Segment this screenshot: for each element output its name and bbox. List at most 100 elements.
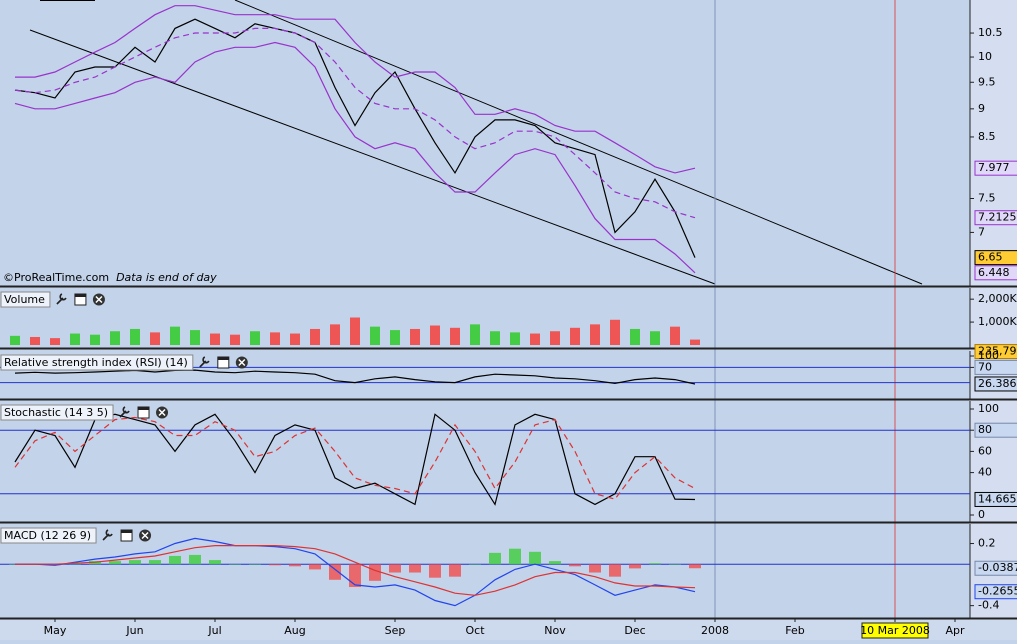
value-box [974, 491, 1017, 507]
histogram-bar [569, 564, 581, 567]
series-line [14, 369, 696, 385]
volume-bar [450, 327, 460, 345]
x-tick-label: Aug [284, 624, 305, 637]
histogram-bar [189, 554, 201, 565]
y-tick-label: 2,000K [978, 292, 1017, 305]
value-box [974, 265, 1017, 281]
y-tick-label: 60 [978, 444, 992, 457]
panel-title: Stochastic (14 3 5) [4, 406, 108, 419]
histogram-bar [349, 564, 361, 588]
histogram-bar [589, 564, 601, 573]
x-tick-label: Jul [207, 624, 221, 637]
close-icon-x [95, 295, 103, 304]
wrench-icon [119, 406, 130, 418]
panel-title: Volume [4, 293, 45, 306]
volume-bar [290, 333, 300, 345]
x-tick-label: Nov [544, 624, 566, 637]
x-tick-label: Dec [624, 624, 645, 637]
panel-title-bg [0, 527, 97, 544]
wrench-icon [102, 529, 113, 541]
series-line [15, 537, 696, 607]
y-tick-label: 9 [978, 102, 985, 115]
volume-bar [70, 333, 80, 345]
panel-title: Relative strength index (RSI) (14) [4, 356, 188, 369]
value-label: -0.2655 [978, 585, 1017, 598]
y-tick-label: 8.5 [978, 130, 996, 143]
volume-bar [270, 332, 280, 345]
panel-title-bg [0, 404, 114, 421]
window-icon-bar [74, 294, 86, 297]
volume-bar [10, 335, 20, 345]
value-label: 6.65 [978, 251, 1003, 264]
histogram-bar [629, 564, 641, 569]
window-icon-bar [138, 407, 150, 410]
x-tick-label: May [44, 624, 67, 637]
y-tick-label: -0.4 [978, 599, 999, 612]
histogram-bar [229, 564, 241, 565]
histogram-bar [309, 564, 321, 570]
histogram-bar [129, 560, 141, 565]
value-label: 80 [978, 423, 992, 436]
cursor-box [861, 622, 929, 639]
y-tick-label: 100 [978, 349, 999, 362]
histogram-bar [289, 564, 301, 567]
series-line [15, 545, 696, 596]
panel-title-bg [0, 354, 194, 371]
histogram-bar [329, 564, 341, 580]
x-tick-label: 2008 [701, 624, 729, 637]
wrench-icon [56, 293, 67, 305]
y-tick-label: 10 [978, 50, 992, 63]
value-box [974, 560, 1017, 576]
volume-bar [530, 333, 540, 345]
histogram-bar [249, 564, 261, 565]
histogram-bar [669, 564, 681, 565]
histogram-bar [109, 561, 121, 565]
volume-bar [50, 338, 60, 345]
histogram-bar [649, 563, 661, 565]
volume-bar [670, 326, 680, 345]
annotation: Data is end of day [116, 271, 217, 284]
histogram-bar [209, 560, 221, 565]
volume-bar [250, 331, 260, 345]
volume-bar [570, 327, 580, 345]
volume-bar [550, 331, 560, 345]
volume-bar [230, 334, 240, 345]
panel-title: MACD (12 26 9) [4, 529, 91, 542]
trend-lines [29, 0, 923, 285]
y-tick-label: 1,000K [978, 315, 1017, 328]
value-box [974, 250, 1017, 266]
series-line [15, 5, 696, 174]
axis-strip [970, 0, 1017, 620]
histogram-bar [489, 552, 501, 565]
volume-bar [430, 325, 440, 345]
close-icon-x [158, 408, 166, 417]
volume-bar [310, 328, 320, 345]
volume-bar [470, 324, 480, 345]
x-tick-label: Apr [945, 624, 965, 637]
value-box [974, 376, 1017, 392]
series-line [14, 18, 696, 258]
x-tick-label: Oct [465, 624, 485, 637]
volume-bar [590, 324, 600, 345]
histogram-bar [369, 564, 381, 581]
series-line [14, 413, 696, 506]
trend-line [29, 29, 716, 285]
value-label: 14.665 [978, 492, 1017, 505]
y-tick-label: 10.5 [978, 26, 1003, 39]
volume-bar [210, 333, 220, 345]
panel-icons [119, 406, 169, 419]
x-tick-label: 10 Mar 2008 [860, 624, 930, 637]
value-label: 7.2125 [978, 211, 1017, 224]
wrench-icon [199, 356, 210, 368]
value-box [974, 344, 1017, 360]
histogram-bar [149, 560, 161, 565]
volume-bar [610, 319, 620, 345]
volume-bar [630, 328, 640, 345]
histogram-bar [529, 551, 541, 565]
value-box [974, 359, 1017, 375]
x-tick-label: Feb [785, 624, 804, 637]
volume-bar [690, 339, 700, 345]
value-label: 6.448 [978, 266, 1010, 279]
histogram-bar [449, 564, 461, 577]
